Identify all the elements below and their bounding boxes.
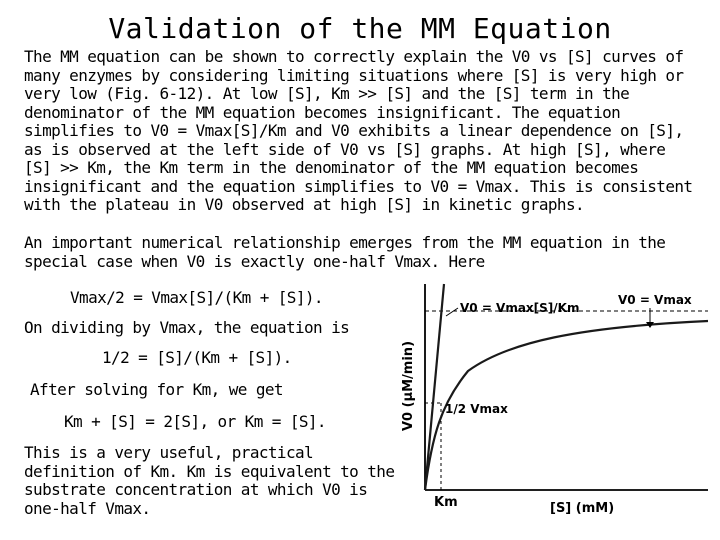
paragraph-limiting-cases: The MM equation can be shown to correctl…	[24, 47, 693, 214]
plateau-label: V0 = Vmax	[618, 293, 692, 307]
x-axis-label: [S] (mM)	[550, 501, 614, 516]
text-dividing: On dividing by Vmax, the equation is	[24, 318, 350, 337]
initial-slope-line	[423, 283, 446, 491]
mm-kinetics-graph: V0 (μM/min) [S] (mM) Km 1/2 Vmax V0 = Vm…	[401, 283, 709, 516]
plateau-arrow-head	[646, 322, 654, 328]
km-label: Km	[434, 495, 458, 510]
mm-curve	[423, 319, 709, 491]
equation-one-half: 1/2 = [S]/(Km + [S]).	[102, 348, 292, 367]
text-solving: After solving for Km, we get	[30, 380, 284, 399]
paragraph-km-definition: This is a very useful, practical definit…	[24, 443, 395, 518]
half-vmax-label: 1/2 Vmax	[445, 402, 508, 416]
linear-equation-label: V0 = Vmax[S]/Km	[460, 301, 579, 315]
linear-label-pointer	[445, 307, 459, 317]
slide-title: Validation of the MM Equation	[108, 12, 612, 45]
paragraph-half-vmax: An important numerical relationship emer…	[24, 233, 666, 271]
y-axis-label: V0 (μM/min)	[401, 341, 416, 431]
equation-km-result: Km + [S] = 2[S], or Km = [S].	[64, 412, 327, 431]
equation-half-vmax: Vmax/2 = Vmax[S]/(Km + [S]).	[70, 288, 324, 307]
